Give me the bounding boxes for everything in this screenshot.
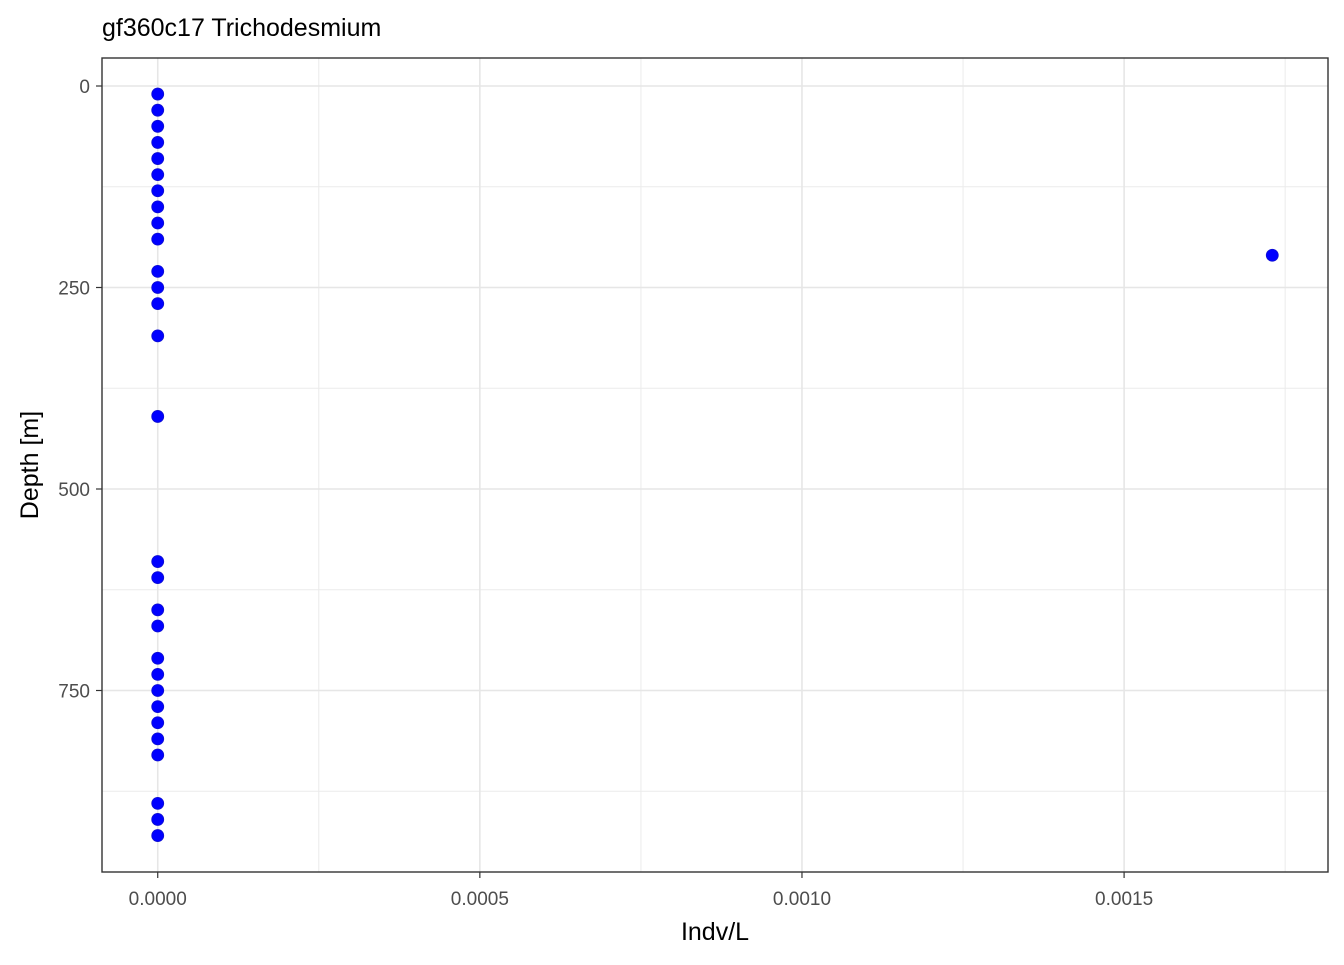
data-point (151, 200, 165, 214)
points-layer (151, 87, 1279, 842)
data-point (151, 297, 165, 311)
data-point (151, 136, 165, 149)
axes-layer: 0.0000 0.0005 0.0010 0.0015 0 250 500 750 (58, 77, 1153, 910)
data-point (151, 410, 165, 423)
data-point (151, 619, 165, 633)
y-tick-label: 500 (58, 480, 90, 501)
panel-border (101, 57, 1329, 873)
x-tick-label: 0.0010 (773, 889, 831, 910)
data-point (151, 651, 165, 665)
y-axis-label: Depth [m] (16, 411, 44, 519)
data-point (151, 571, 165, 585)
data-point (151, 184, 165, 198)
grid-layer (102, 58, 1328, 872)
data-point (151, 603, 165, 617)
data-point (151, 87, 165, 101)
data-point (151, 329, 165, 343)
data-point (151, 829, 165, 842)
data-point (151, 152, 165, 165)
x-axis-label: Indv/L (681, 918, 749, 946)
data-point (151, 119, 165, 133)
data-point (151, 732, 165, 746)
data-point (151, 748, 165, 762)
data-point (151, 216, 165, 230)
data-point (151, 813, 165, 826)
data-point (151, 168, 165, 182)
y-tick-label: 250 (58, 279, 90, 300)
data-point (151, 700, 165, 714)
data-point (151, 232, 165, 246)
data-point (151, 103, 165, 117)
data-point (151, 555, 165, 568)
y-tick-label: 0 (79, 77, 90, 98)
data-point (151, 264, 165, 278)
data-point (151, 281, 165, 294)
data-point (151, 796, 165, 810)
data-point (151, 684, 165, 697)
x-tick-label: 0.0000 (129, 889, 187, 910)
x-tick-label: 0.0015 (1095, 889, 1153, 910)
data-point (1265, 248, 1279, 262)
chart-title: gf360c17 Trichodesmium (102, 14, 381, 42)
y-tick-label: 750 (58, 682, 90, 703)
x-tick-label: 0.0005 (451, 889, 509, 910)
data-point (151, 667, 165, 681)
data-point (151, 716, 165, 730)
